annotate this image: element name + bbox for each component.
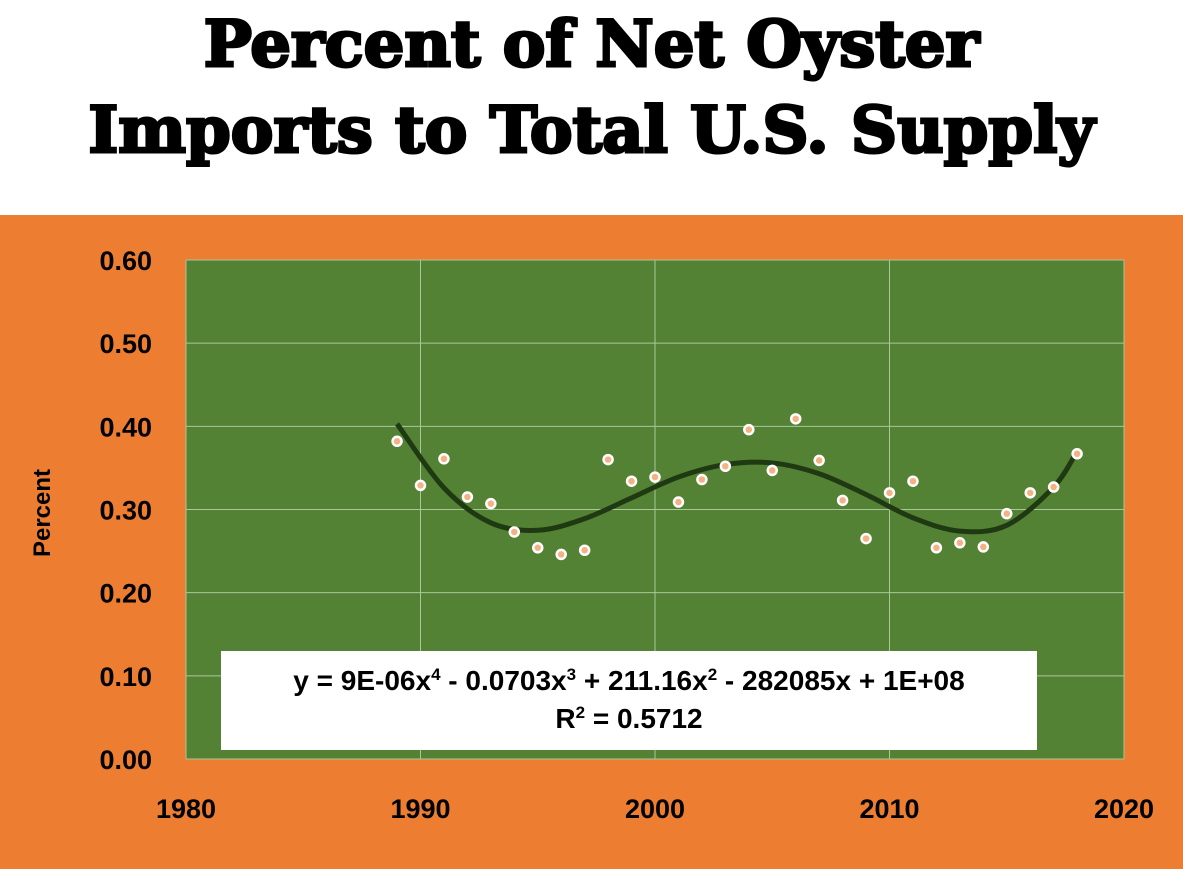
y-tick-label: 0.00 [99, 745, 152, 775]
y-axis-ticks: 0.00 0.10 0.20 0.30 0.40 0.50 0.60 [99, 246, 152, 775]
data-point [1024, 487, 1036, 499]
data-point [860, 532, 872, 545]
trendline-r-squared: R2 = 0.5712 [555, 703, 703, 734]
y-tick-label: 0.10 [99, 662, 152, 692]
data-point [578, 544, 591, 557]
data-point [836, 494, 849, 507]
data-point [789, 413, 802, 425]
trendline-equation-box: y = 9E-06x4 - 0.0703x3 + 211.16x2 - 2820… [221, 651, 1037, 750]
chart-title: Percent of Net Oyster Imports to Total U… [0, 0, 1183, 174]
data-point [672, 496, 685, 508]
chart-title-line-2: Imports to Total U.S. Supply [87, 92, 1096, 170]
data-point [602, 453, 614, 466]
trendline [395, 422, 1080, 535]
x-tick-label: 2020 [1094, 794, 1154, 824]
x-axis-ticks: 1980 1990 2000 2010 2020 [156, 794, 1154, 824]
data-point [766, 464, 778, 477]
data-point [649, 471, 661, 483]
data-point [391, 435, 403, 448]
data-point [1001, 507, 1013, 520]
y-tick-label: 0.40 [99, 412, 152, 442]
data-point [438, 453, 450, 465]
data-point [625, 475, 638, 487]
x-tick-label: 1980 [156, 794, 216, 824]
data-point [1047, 481, 1060, 493]
y-tick-label: 0.20 [99, 579, 152, 609]
data-point [414, 479, 427, 492]
data-point [954, 537, 966, 549]
chart-title-line-1: Percent of Net Oyster [202, 6, 980, 84]
x-tick-label: 2010 [859, 794, 919, 824]
x-tick-label: 2000 [625, 794, 685, 824]
y-tick-label: 0.60 [99, 246, 152, 276]
data-point [930, 542, 943, 554]
data-point [719, 460, 732, 473]
data-point [813, 454, 825, 467]
data-point [977, 541, 990, 553]
data-points [391, 413, 1083, 561]
data-point [696, 473, 708, 486]
x-tick-label: 1990 [390, 794, 450, 824]
data-point [485, 497, 497, 510]
data-point [1071, 448, 1083, 460]
y-tick-label: 0.30 [99, 496, 152, 526]
data-point [743, 423, 755, 436]
y-tick-label: 0.50 [99, 329, 152, 359]
data-point [555, 548, 567, 561]
data-point [883, 487, 896, 499]
trendline-equation: y = 9E-06x4 - 0.0703x3 + 211.16x2 - 2820… [293, 665, 965, 696]
data-point [907, 475, 919, 487]
data-point [461, 491, 474, 503]
y-axis-label: Percent [29, 469, 56, 557]
data-point [508, 526, 521, 538]
data-point [532, 542, 544, 554]
